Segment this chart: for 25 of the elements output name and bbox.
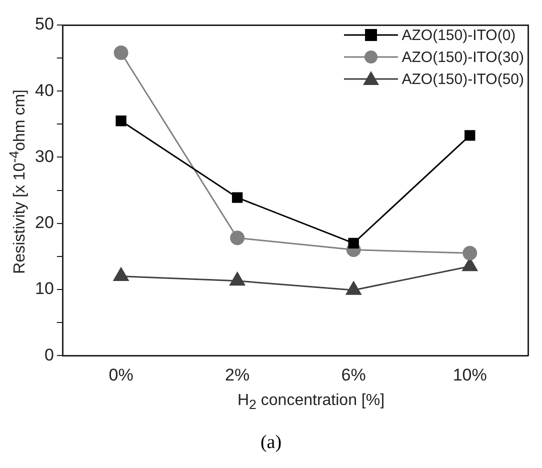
text: (a) — [259, 432, 283, 454]
x-axis-title: H$_{2}$ concentration [%] — [236, 392, 386, 412]
y-tick-label: 40 — [34, 80, 54, 100]
point — [230, 272, 245, 286]
point — [230, 230, 245, 246]
y-tick-label: 20 — [34, 213, 54, 232]
legend-label: AZO(150)-ITO(30) — [402, 48, 524, 66]
x-tick-label: 6% — [341, 365, 366, 384]
point — [113, 268, 129, 282]
y-tick-label: 30 — [34, 146, 54, 166]
y-tick-label: 0 — [44, 345, 54, 364]
point — [232, 192, 243, 203]
y-tick-label: 10 — [34, 279, 54, 298]
x-tick-label: 10% — [452, 365, 487, 384]
y-tick-label: 50 — [34, 14, 54, 34]
legend-label: AZO(150)-ITO(50) — [402, 70, 524, 88]
point — [462, 246, 478, 260]
point — [464, 130, 476, 141]
point — [346, 281, 362, 295]
x-tick-label: 0% — [108, 365, 134, 384]
point — [116, 116, 126, 126]
x-tick-label: 2% — [225, 365, 250, 384]
legend-label: AZO(150)-ITO(0) — [402, 26, 516, 44]
point — [114, 46, 128, 60]
point — [348, 238, 359, 249]
